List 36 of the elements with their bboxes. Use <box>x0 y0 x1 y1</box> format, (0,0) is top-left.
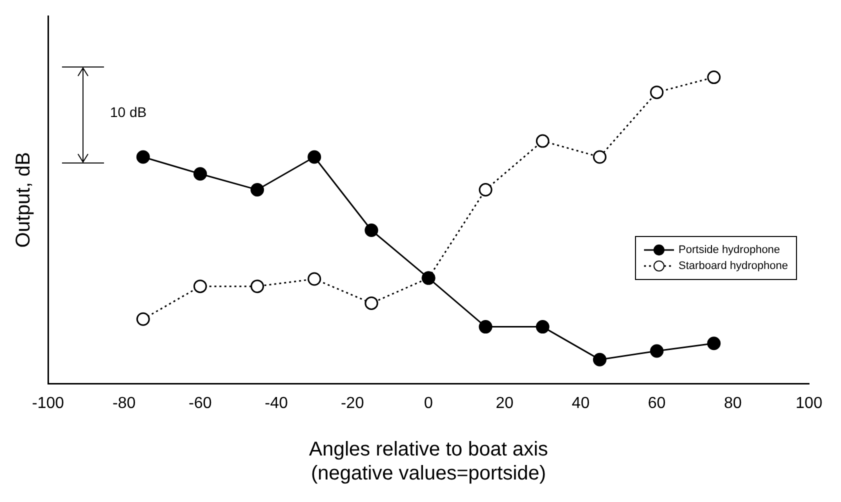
x-tick-label: 20 <box>496 394 514 412</box>
point <box>364 223 378 237</box>
point <box>136 150 150 164</box>
x-tick-label: -40 <box>264 394 288 412</box>
point <box>536 134 550 148</box>
point <box>536 320 550 334</box>
x-tick-label: 100 <box>796 394 822 412</box>
annotation: 10 dB <box>110 104 147 120</box>
point <box>193 167 207 181</box>
point <box>308 150 322 164</box>
x-tick-label: 80 <box>724 394 742 412</box>
x-tick-label: -100 <box>32 394 64 412</box>
point <box>136 312 150 326</box>
x-tick-label: -20 <box>340 394 364 412</box>
x-tick-label: 60 <box>648 394 666 412</box>
point <box>650 86 664 100</box>
point <box>250 280 264 294</box>
x-tick-label: -60 <box>188 394 212 412</box>
y-axis-title: Output, dB <box>12 152 35 248</box>
x-tick-label: 40 <box>572 394 590 412</box>
x-tick-label: 0 <box>424 394 434 412</box>
x-tick-label: -80 <box>112 394 136 412</box>
point <box>364 296 378 310</box>
point <box>250 183 264 197</box>
point <box>650 344 664 358</box>
point <box>592 150 606 164</box>
point <box>193 280 207 294</box>
point <box>592 352 606 366</box>
point <box>308 272 322 286</box>
point <box>478 320 492 334</box>
legend-label: Portside hydrophone <box>678 243 780 258</box>
x-axis-title: Angles relative to boat axis (negative values=portside) <box>308 438 548 485</box>
point <box>478 183 492 197</box>
point <box>707 70 721 84</box>
point <box>707 336 721 350</box>
legend-label: Starboard hydrophone <box>678 259 788 274</box>
